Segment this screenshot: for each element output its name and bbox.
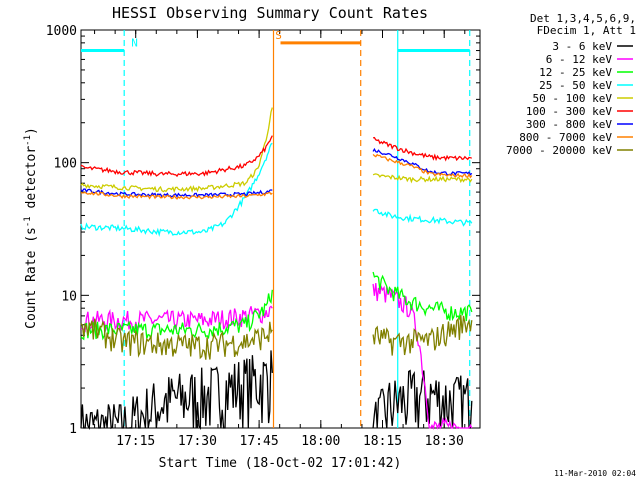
x-tick-label: 18:00 [301, 434, 340, 449]
y-axis-label: Count Rate (s-1 detector-1) [23, 127, 39, 329]
y-axis-label-mid: detector [24, 146, 39, 217]
y-tick-label: 1 [69, 422, 77, 437]
y-tick-label: 1000 [46, 24, 77, 39]
x-tick-label: 18:30 [425, 434, 464, 449]
y-axis-label-end: ) [24, 127, 39, 135]
legend-label: 300 - 800 keV [526, 118, 612, 131]
x-tick-label: 17:45 [240, 434, 279, 449]
chart-title: HESSI Observing Summary Count Rates [112, 4, 428, 22]
legend-label: 25 - 50 keV [539, 79, 612, 92]
series-line [80, 153, 473, 200]
state-annotation: N [131, 37, 138, 50]
x-axis-label: Start Time (18-Oct-02 17:01:42) [159, 456, 402, 471]
legend-label: 7000 - 20000 keV [506, 144, 612, 157]
legend-header: Det 1,3,4,5,6,9, [530, 12, 636, 25]
legend-label: 12 - 25 keV [539, 66, 612, 79]
series-line [80, 142, 473, 237]
series-line [80, 271, 473, 341]
legend-label: 800 - 7000 keV [519, 131, 612, 144]
plot-area: 1 10 100 1000 17:15 17:30 17:45 18:00 18:15 18:30… [46, 24, 481, 449]
y-tick-label: 10 [61, 289, 77, 304]
y-axis-label-sup2: -1 [23, 135, 33, 146]
legend-label: 6 - 12 keV [546, 53, 613, 66]
y-axis-label-main: Count Rate (s [24, 227, 39, 329]
series-line [80, 350, 473, 431]
legend-label: 100 - 300 keV [526, 105, 612, 118]
legend: Det 1,3,4,5,6,9,FDecim 1, Att 1 3 - 6 keV… [506, 12, 636, 157]
x-tick-label: 17:30 [178, 434, 217, 449]
y-tick-label: 100 [54, 157, 77, 172]
series-line [80, 147, 473, 198]
series-line [80, 135, 473, 178]
x-tick-label: 18:15 [363, 434, 402, 449]
series-line [80, 283, 473, 430]
x-tick-label: 17:15 [116, 434, 155, 449]
legend-label: 3 - 6 keV [552, 40, 612, 53]
legend-label: 50 - 100 keV [533, 92, 613, 105]
y-axis-label-sup1: -1 [23, 216, 33, 227]
state-annotation: S [275, 29, 282, 42]
series-line [80, 315, 473, 360]
legend-header: FDecim 1, Att 1 [537, 24, 636, 37]
plot-frame [80, 29, 481, 429]
series-line [80, 107, 473, 194]
footer-date: 11-Mar-2010 02:04 [554, 469, 636, 478]
